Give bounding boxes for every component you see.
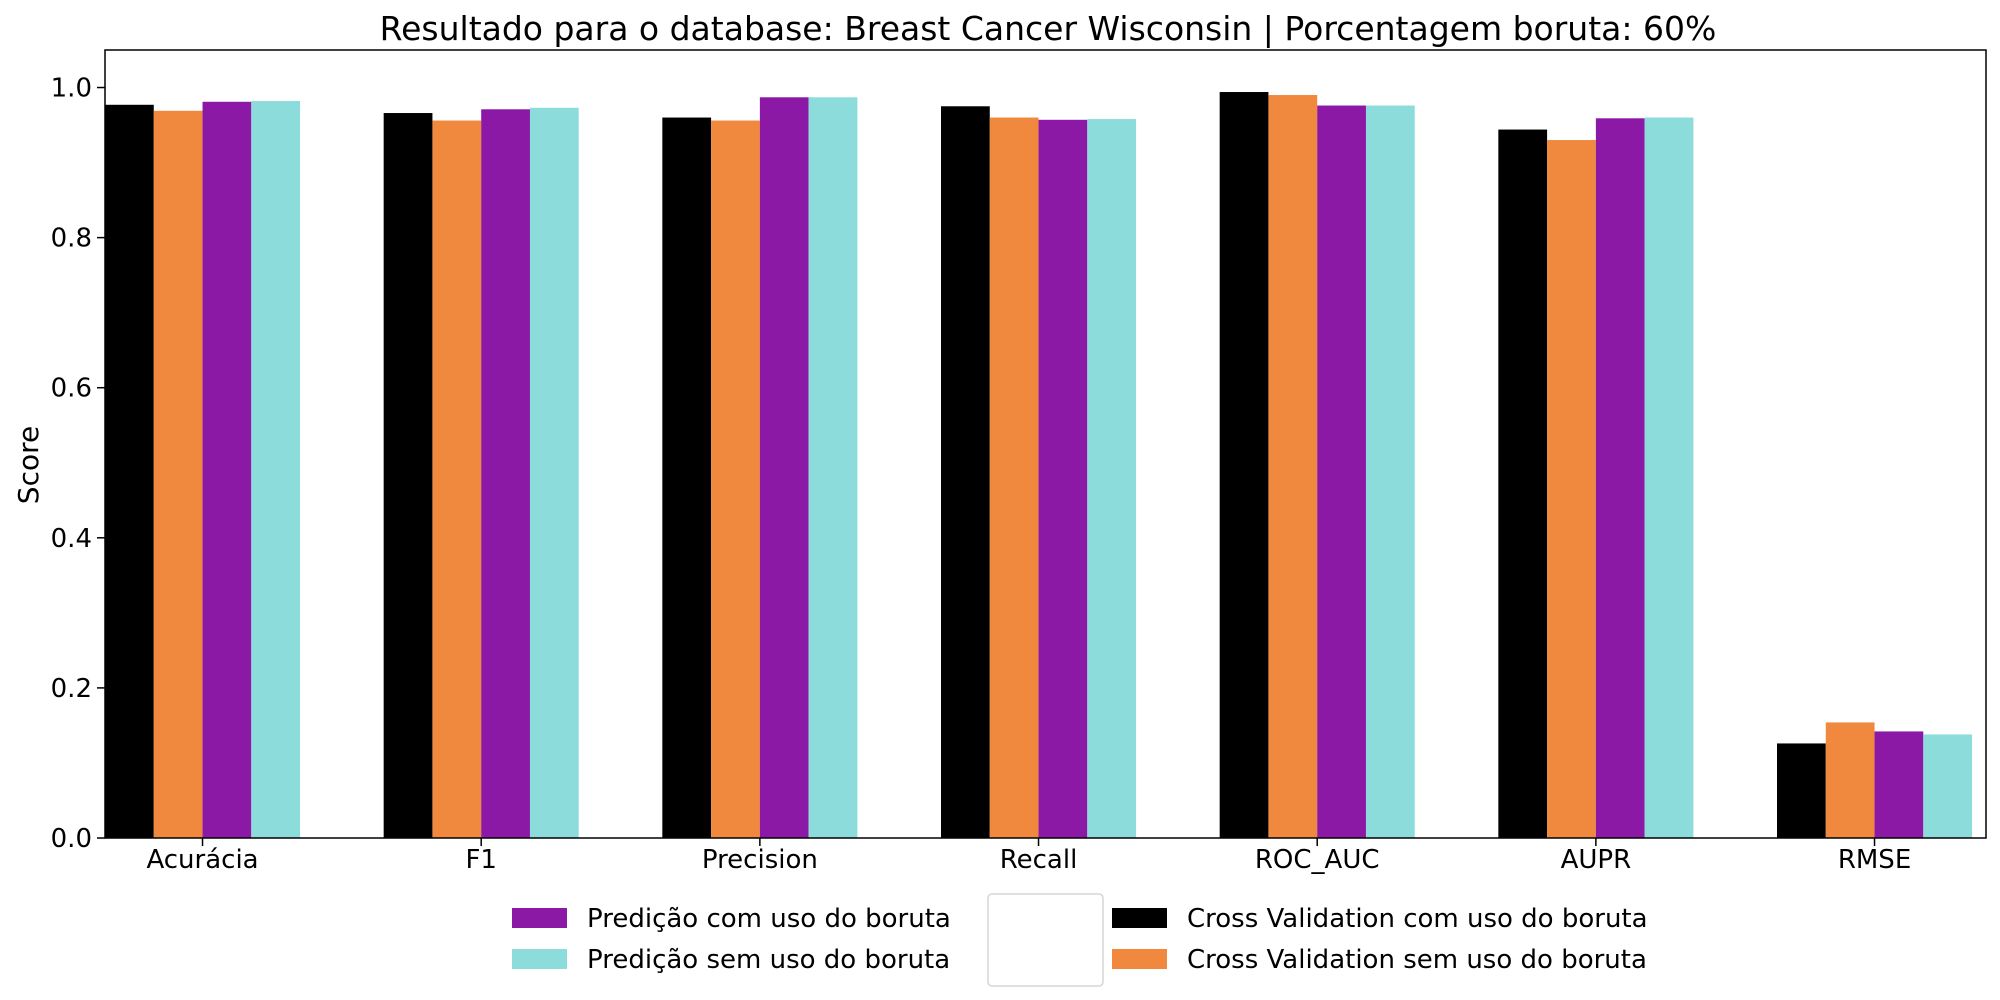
legend-frame bbox=[987, 893, 1104, 987]
bar bbox=[1219, 92, 1269, 838]
legend-label: Predição sem uso do boruta bbox=[587, 945, 950, 975]
chart-title: Resultado para o database: Breast Cancer… bbox=[380, 9, 1717, 48]
bar bbox=[1317, 105, 1366, 839]
legend-label: Cross Validation sem uso do boruta bbox=[1187, 945, 1647, 975]
bar bbox=[1923, 734, 1973, 838]
bar bbox=[941, 106, 990, 839]
bar bbox=[662, 117, 712, 839]
legend-swatch bbox=[1112, 949, 1167, 969]
bar bbox=[1595, 118, 1645, 838]
bar bbox=[1874, 731, 1924, 838]
bar bbox=[1547, 140, 1596, 839]
x-tick-label: ROC_AUC bbox=[1255, 845, 1380, 875]
bar bbox=[1268, 95, 1318, 839]
y-axis-ticks: 0.0 0.2 0.4 0.6 0.8 1.0 bbox=[51, 74, 105, 854]
y-tick-label: 0.8 bbox=[51, 224, 92, 254]
legend-label: Cross Validation com uso do boruta bbox=[1187, 904, 1648, 934]
bar bbox=[1825, 722, 1875, 838]
bar bbox=[989, 117, 1039, 839]
bar bbox=[481, 109, 530, 839]
x-tick-label: AUPR bbox=[1561, 845, 1632, 875]
bar bbox=[1038, 119, 1088, 838]
bar bbox=[711, 120, 760, 839]
bar bbox=[529, 107, 579, 838]
bar bbox=[1498, 129, 1548, 838]
bar bbox=[1777, 743, 1826, 838]
bar bbox=[1365, 105, 1415, 839]
x-tick-label: Recall bbox=[1000, 845, 1078, 875]
bar bbox=[202, 101, 252, 839]
y-tick-label: 1.0 bbox=[51, 74, 92, 104]
legend-swatch bbox=[1112, 908, 1167, 928]
y-tick-label: 0.2 bbox=[51, 674, 92, 704]
x-tick-label: F1 bbox=[465, 845, 497, 875]
x-tick-label: Acurácia bbox=[146, 845, 258, 875]
bar bbox=[153, 110, 203, 838]
legend-swatch bbox=[512, 949, 567, 969]
bar bbox=[432, 120, 482, 839]
x-tick-label: Precision bbox=[702, 845, 818, 875]
bar bbox=[759, 97, 809, 838]
y-tick-label: 0.0 bbox=[51, 824, 92, 854]
legend: Predição com uso do boruta Predição sem u… bbox=[512, 893, 1648, 987]
bar bbox=[383, 113, 433, 839]
x-axis-ticks: Acurácia F1 Precision Recall ROC_AUC AUPR RMSE bbox=[146, 838, 1911, 875]
plot-area-frame bbox=[104, 49, 1987, 839]
legend-swatch bbox=[512, 908, 567, 928]
y-tick-label: 0.6 bbox=[51, 374, 92, 404]
legend-label: Predição com uso do boruta bbox=[587, 904, 951, 934]
x-tick-label: RMSE bbox=[1838, 845, 1911, 875]
y-axis-label: Score bbox=[12, 426, 45, 504]
bar bbox=[1087, 119, 1137, 838]
bar bbox=[1644, 117, 1694, 839]
bar bbox=[808, 97, 858, 838]
bar bbox=[251, 101, 301, 839]
bars bbox=[105, 92, 1973, 839]
y-tick-label: 0.4 bbox=[51, 524, 92, 554]
bar bbox=[105, 104, 154, 838]
